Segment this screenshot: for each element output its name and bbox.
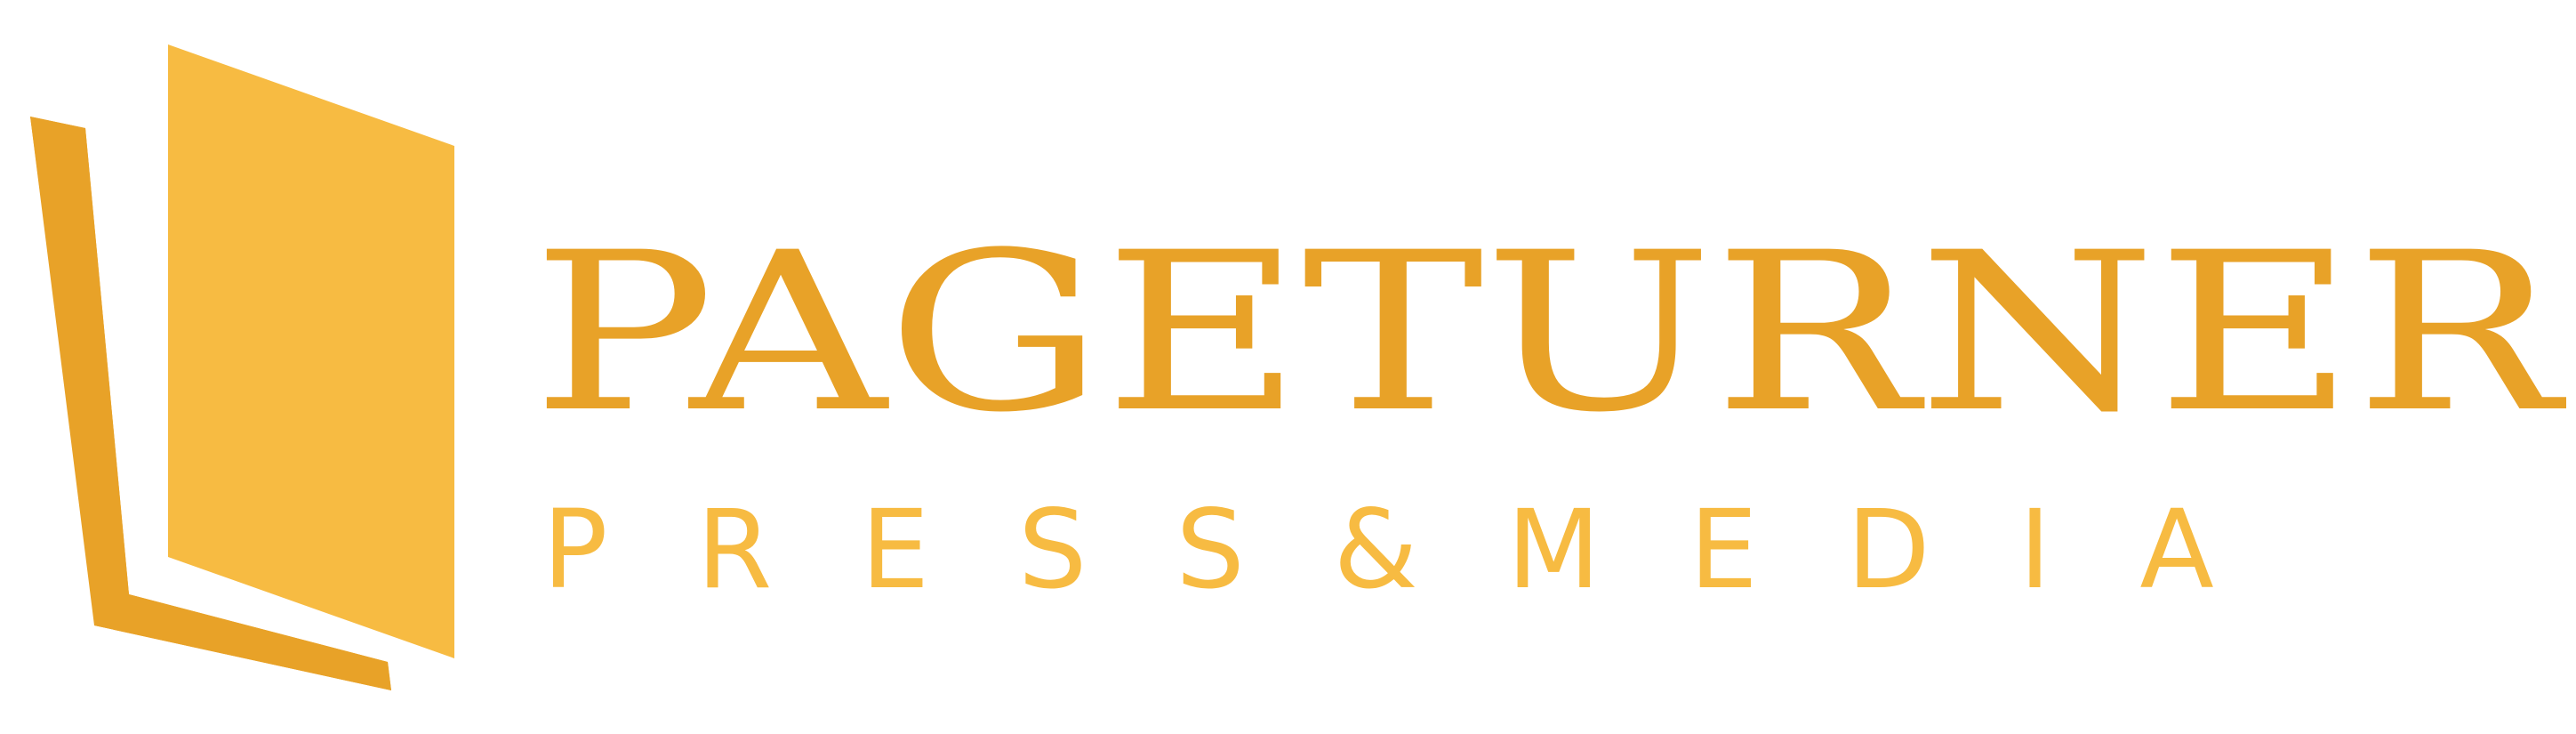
tagline-letter: D	[1846, 487, 1930, 613]
brand-tagline: P R E S S & M E D I A	[542, 488, 2214, 612]
back-page-shape-fill	[30, 117, 391, 690]
tagline-letter: M	[1506, 487, 1601, 613]
tagline-letter: E	[861, 487, 930, 613]
tagline-letter: I	[2018, 487, 2051, 613]
tagline-letter: S	[1018, 487, 1087, 613]
brand-name: PAGETURNER	[532, 206, 2560, 461]
tagline-letter: A	[2139, 487, 2214, 613]
tagline-letter: &	[1333, 487, 1418, 613]
tagline-letter: R	[696, 487, 773, 613]
tagline-letter: P	[542, 487, 608, 613]
front-page-shape	[168, 44, 454, 658]
brand-wordmark: PAGETURNER	[532, 206, 2560, 461]
book-pages-icon	[30, 44, 454, 690]
tagline-letter: S	[1176, 487, 1245, 613]
tagline-letter: E	[1689, 487, 1758, 613]
